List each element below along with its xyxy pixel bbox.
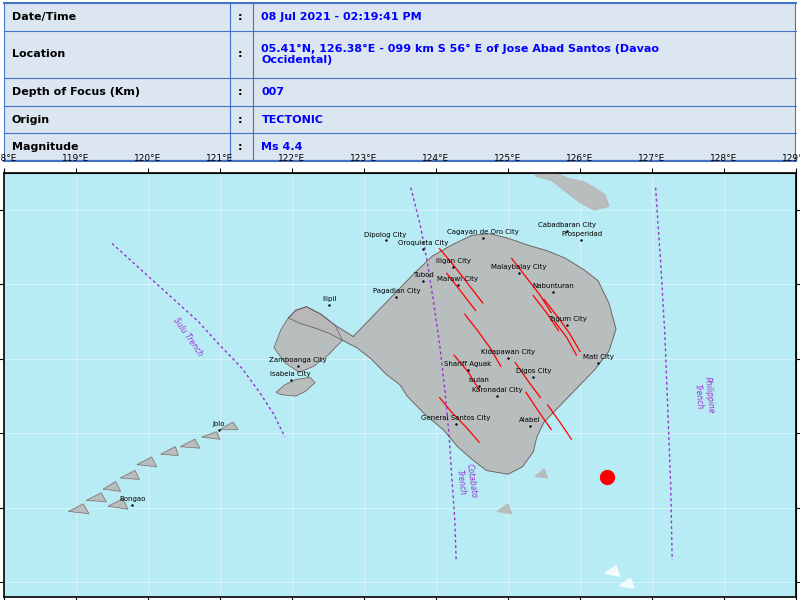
Text: Jolo: Jolo bbox=[212, 421, 225, 427]
Text: Oroquieta City: Oroquieta City bbox=[398, 240, 448, 246]
Text: Malaybalay City: Malaybalay City bbox=[491, 264, 546, 270]
Text: Philippine
Trench: Philippine Trench bbox=[692, 376, 715, 416]
Text: Origin: Origin bbox=[12, 115, 50, 125]
Text: Tagum City: Tagum City bbox=[548, 316, 586, 322]
Text: 08 Jul 2021 - 02:19:41 PM: 08 Jul 2021 - 02:19:41 PM bbox=[262, 12, 422, 22]
Text: Iligan City: Iligan City bbox=[436, 259, 470, 265]
Text: :: : bbox=[238, 12, 242, 22]
Text: Nabunturan: Nabunturan bbox=[533, 283, 574, 289]
Text: Ilipil: Ilipil bbox=[322, 296, 337, 302]
Text: Kidapawan City: Kidapawan City bbox=[481, 349, 535, 355]
Polygon shape bbox=[87, 493, 106, 502]
Text: :: : bbox=[238, 49, 242, 59]
Text: Dipolog City: Dipolog City bbox=[365, 232, 406, 238]
Text: Pagadian City: Pagadian City bbox=[373, 288, 420, 294]
Text: Isulan: Isulan bbox=[469, 377, 490, 383]
Text: Bongao: Bongao bbox=[119, 496, 146, 502]
Text: Mati City: Mati City bbox=[582, 353, 614, 359]
Text: TECTONIC: TECTONIC bbox=[262, 115, 323, 125]
Text: :: : bbox=[238, 115, 242, 125]
Polygon shape bbox=[497, 504, 512, 514]
Polygon shape bbox=[121, 470, 139, 479]
Text: Sulu Trench: Sulu Trench bbox=[171, 316, 204, 358]
Polygon shape bbox=[202, 432, 220, 439]
Polygon shape bbox=[108, 499, 128, 509]
Polygon shape bbox=[288, 234, 616, 474]
Text: :: : bbox=[238, 142, 242, 152]
Text: Marawi City: Marawi City bbox=[437, 276, 478, 282]
Text: :: : bbox=[238, 87, 242, 97]
Text: 05.41°N, 126.38°E - 099 km S 56° E of Jose Abad Santos (Davao
Occidental): 05.41°N, 126.38°E - 099 km S 56° E of Jo… bbox=[262, 44, 659, 65]
Text: Isabela City: Isabela City bbox=[270, 371, 311, 377]
Text: Koronadal City: Koronadal City bbox=[472, 387, 522, 393]
Text: 007: 007 bbox=[262, 87, 285, 97]
Polygon shape bbox=[137, 457, 157, 467]
Polygon shape bbox=[161, 446, 178, 455]
Text: Prosperidad: Prosperidad bbox=[561, 231, 602, 237]
Polygon shape bbox=[103, 482, 121, 491]
Text: Location: Location bbox=[12, 49, 65, 59]
Text: Cagayan de Oro City: Cagayan de Oro City bbox=[447, 229, 518, 235]
Text: Zamboanga City: Zamboanga City bbox=[269, 356, 326, 362]
Text: Alabel: Alabel bbox=[518, 417, 541, 423]
Polygon shape bbox=[533, 173, 609, 210]
Polygon shape bbox=[535, 469, 548, 478]
Text: Date/Time: Date/Time bbox=[12, 12, 76, 22]
Polygon shape bbox=[276, 377, 315, 396]
Text: Cotabato
Trench: Cotabato Trench bbox=[454, 463, 478, 500]
Text: Ms 4.4: Ms 4.4 bbox=[262, 142, 303, 152]
Polygon shape bbox=[274, 307, 342, 372]
Polygon shape bbox=[605, 566, 620, 576]
Text: Tubod: Tubod bbox=[413, 272, 434, 278]
Polygon shape bbox=[180, 439, 200, 448]
Text: Shariff Aguak: Shariff Aguak bbox=[444, 361, 491, 367]
Text: Cabadbaran City: Cabadbaran City bbox=[538, 222, 596, 228]
Text: Depth of Focus (Km): Depth of Focus (Km) bbox=[12, 87, 140, 97]
FancyBboxPatch shape bbox=[4, 3, 796, 161]
Polygon shape bbox=[620, 578, 634, 588]
Text: Magnitude: Magnitude bbox=[12, 142, 78, 152]
Polygon shape bbox=[220, 422, 238, 430]
Text: Digos City: Digos City bbox=[515, 368, 551, 374]
Text: General Santos City: General Santos City bbox=[422, 415, 491, 421]
Polygon shape bbox=[69, 504, 89, 514]
